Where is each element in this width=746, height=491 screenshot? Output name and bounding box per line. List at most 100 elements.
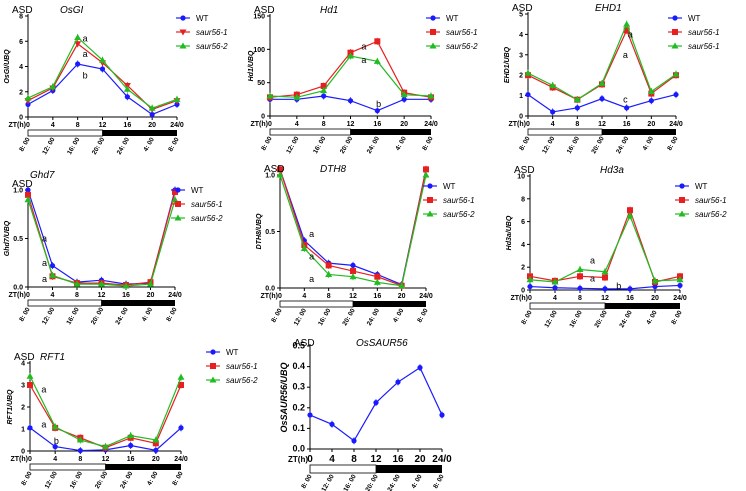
clock-time-label: 12: 00	[320, 473, 335, 491]
data-point-saur56-1	[623, 20, 631, 27]
data-point-WT	[395, 379, 401, 385]
clock-time-label: 8: 00	[18, 136, 32, 153]
significance-letter: a	[309, 229, 314, 239]
data-point-saur56-1	[524, 69, 532, 76]
data-point-saur56-2	[102, 443, 109, 450]
data-point-saur56-1	[627, 207, 633, 214]
significance-letter: a	[309, 251, 314, 261]
clock-time-label: 24: 00	[618, 309, 633, 329]
chart-ossaur56: 0.0 0.1 0.2 0.3 0.4 0.5 OsSAUR56/UBQ ZT(h) 0 4 8 12…	[279, 338, 452, 491]
panel-label: ASD	[14, 352, 35, 363]
x-tick-label: 8	[327, 293, 331, 300]
data-point-WT	[550, 109, 556, 115]
x-tick-label: 20	[647, 121, 655, 128]
clock-time-label: 4: 00	[392, 307, 406, 324]
y-tick-label: 0.2	[292, 402, 305, 412]
data-point-saur56-2	[99, 56, 106, 63]
clock-time-label: 4: 00	[141, 306, 155, 323]
data-point-saur56-2	[373, 278, 381, 285]
y-tick-label: 0.1	[292, 423, 305, 433]
data-point-WT	[599, 96, 605, 102]
x-tick-label: 12	[102, 456, 110, 463]
clock-time-label: 8: 00	[670, 309, 684, 326]
data-point-WT	[329, 421, 335, 427]
x-tick-label: 0	[278, 293, 282, 300]
data-point-WT	[577, 285, 583, 291]
data-point-WT	[648, 98, 654, 104]
data-point-saur56-2	[526, 276, 534, 283]
data-point-saur56-1	[74, 41, 82, 48]
data-point-saur56-2	[347, 52, 354, 59]
legend-label: WT	[196, 14, 209, 23]
data-point-saur56-2	[293, 93, 301, 100]
clock-time-label: 4: 00	[642, 135, 656, 152]
gene-title: Hd3a	[600, 165, 624, 176]
data-point-WT	[574, 105, 580, 111]
legend-label: saur56-1	[446, 28, 478, 37]
data-point-saur56-2	[24, 94, 32, 101]
data-point-saur56-2	[626, 212, 634, 219]
data-point-WT	[527, 283, 533, 290]
dark-period-bar	[102, 130, 177, 136]
y-tick-label: 4	[19, 64, 23, 71]
x-tick-label: 4	[53, 456, 57, 463]
legend-marker	[175, 187, 181, 193]
data-point-WT	[49, 263, 56, 269]
zt-axis-label: ZT(h)	[251, 121, 269, 128]
light-period-bar	[279, 300, 354, 308]
data-point-saur56-1	[172, 188, 178, 195]
legend-marker	[175, 201, 181, 207]
y-tick-label: 1	[21, 427, 25, 434]
y-tick-label: 3	[21, 383, 25, 390]
significance-letter: a	[590, 274, 595, 284]
y-tick-label: 4	[519, 32, 523, 39]
series-line-saur56-1	[27, 42, 178, 111]
clock-time-label: 24: 00	[386, 473, 401, 491]
data-point-saur56-1	[602, 274, 608, 281]
y-axis-label: Hd1/UBQ	[248, 50, 255, 81]
y-tick-label: 5	[519, 12, 523, 19]
data-point-saur56-2	[49, 83, 57, 90]
y-tick-label: 10	[517, 174, 525, 181]
legend-label: saur56-1	[226, 362, 258, 371]
data-point-WT	[525, 91, 531, 98]
legend-marker	[429, 42, 437, 49]
legend-label: saur56-1	[688, 42, 720, 51]
x-tick-label: 24/0	[174, 456, 188, 463]
data-point-saur56-2	[51, 423, 59, 430]
data-point-saur56-1	[27, 382, 33, 388]
x-tick-label: 12	[598, 121, 606, 128]
legend-label: saur56-1	[688, 28, 720, 37]
clock-time-label: 16: 00	[312, 135, 327, 155]
clock-time-label: 20: 00	[364, 473, 379, 491]
x-tick-label: 12	[99, 122, 107, 129]
x-tick-label: 4	[329, 454, 335, 465]
legend-marker	[209, 376, 217, 383]
clock-time-label: 8: 00	[260, 135, 274, 152]
x-tick-label: 24/0	[669, 121, 683, 128]
data-point-WT	[124, 94, 130, 100]
panel-label: ASD	[12, 5, 33, 16]
x-tick-label: 20	[147, 292, 155, 299]
legend-label: saur56-2	[191, 214, 223, 223]
clock-time-label: 12: 00	[41, 306, 56, 326]
data-point-saur56-2	[651, 277, 659, 284]
data-point-saur56-1	[25, 191, 31, 198]
clock-time-label: 4: 00	[142, 136, 156, 153]
clock-time-label: 20: 00	[339, 135, 354, 155]
x-tick-label: 8	[75, 292, 79, 299]
zt-axis-label: ZT(h)	[509, 121, 527, 128]
x-tick-label: 20	[414, 454, 426, 465]
y-tick-label: 0.0	[13, 285, 23, 292]
clock-time-label: 16: 00	[65, 306, 80, 326]
data-point-saur56-2	[123, 85, 131, 92]
data-point-saur56-2	[400, 91, 408, 98]
legend-marker	[672, 29, 678, 35]
y-tick-label: 0.3	[292, 382, 305, 392]
legend-marker	[426, 210, 434, 217]
data-point-saur56-2	[427, 92, 435, 99]
y-tick-label: 1.0	[13, 188, 23, 195]
y-tick-label: 1	[519, 93, 523, 100]
legend-marker	[679, 197, 685, 203]
y-tick-label: 0	[521, 288, 525, 295]
